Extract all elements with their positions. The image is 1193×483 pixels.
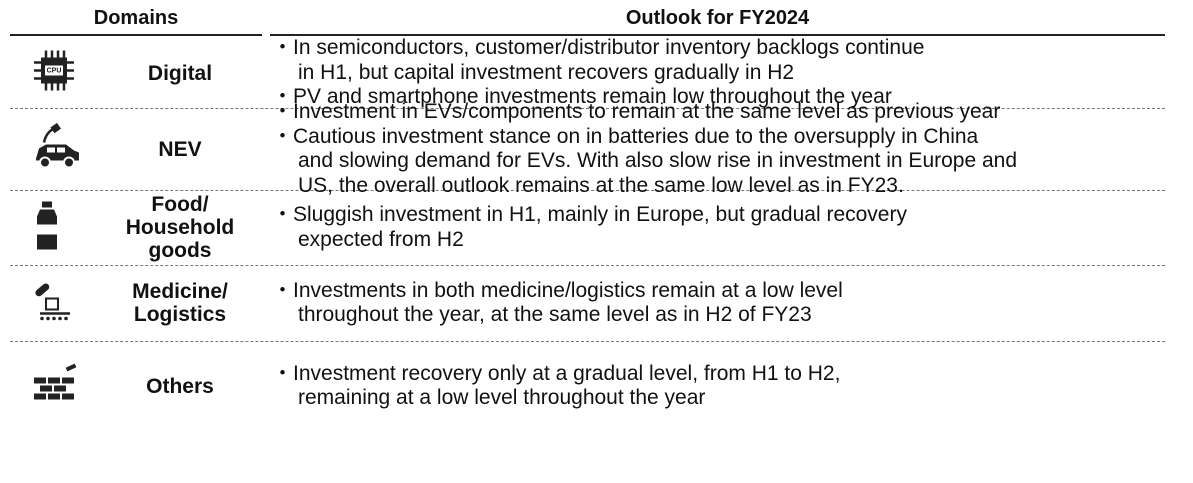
header-domains: Domains	[10, 2, 262, 36]
outlook-cell: ・Sluggish investment in H1, mainly in Eu…	[272, 190, 907, 265]
domain-label: Medicine/Logistics	[95, 265, 265, 341]
outlook-line: ・In semiconductors, customer/distributor…	[272, 36, 925, 60]
domain-line: Food/	[151, 193, 209, 216]
domain-line: Logistics	[133, 303, 227, 326]
outlook-line: expected from H2	[298, 227, 464, 251]
domain-label: Digital	[95, 38, 265, 108]
outlook-line: remaining at a low level throughout the …	[298, 386, 706, 409]
domain-line: NEV	[158, 137, 202, 161]
outlook-line: ・Investment in EVs/components to remain …	[272, 100, 1001, 123]
domain-line: Others	[146, 374, 214, 398]
domain-label: NEV	[95, 108, 265, 190]
domain-label: Others	[95, 341, 265, 431]
outlook-cell: ・Investments in both medicine/logistics …	[272, 265, 843, 341]
outlook-line: ・Investments in both medicine/logistics …	[272, 278, 843, 302]
table-row: Others ・Investment recovery only at a gra…	[10, 341, 1165, 431]
domain-icon	[32, 363, 78, 409]
domain-line: Medicine/	[132, 280, 228, 303]
table-row: Food/Household goods ・Sluggish investment …	[10, 190, 1165, 266]
domain-icon	[32, 279, 76, 328]
outlook-line: and slowing demand for EVs. With also sl…	[298, 149, 1018, 172]
outlook-cell: ・Investment recovery only at a gradual l…	[272, 341, 840, 431]
domain-line: Digital	[147, 61, 213, 85]
table-row: CPU Digital ・In semiconductors, customer/d…	[10, 36, 1165, 109]
table-row: NEV ・Investment in EVs/components to rema…	[10, 100, 1165, 197]
outlook-line: throughout the year, at the same level a…	[298, 303, 812, 326]
domain-label: Food/Household goods	[95, 190, 265, 265]
domain-icon: CPU	[32, 49, 76, 98]
domain-line: Household	[125, 216, 235, 239]
outlook-line: in H1, but capital investment recovers g…	[298, 60, 795, 84]
outlook-line: ・Cautious investment stance on in batter…	[272, 124, 979, 148]
outlook-line: ・Investment recovery only at a gradual l…	[272, 361, 841, 385]
outlook-line: ・PV and smartphone investments remain lo…	[272, 85, 892, 109]
outlook-line: ・Sluggish investment in H1, mainly in Eu…	[272, 203, 907, 226]
outlook-line: US, the overall outlook remains at the s…	[298, 173, 904, 197]
outlook-cell: ・In semiconductors, customer/distributor…	[272, 36, 925, 109]
outlook-cell: ・Investment in EVs/components to remain …	[272, 100, 1018, 197]
domain-line: goods	[148, 239, 212, 262]
table-row: Medicine/Logistics ・Investments in both m…	[10, 265, 1165, 342]
domain-icon	[32, 122, 82, 176]
domain-icon	[32, 200, 62, 255]
svg-text:CPU: CPU	[47, 68, 62, 75]
header-outlook: Outlook for FY2024	[270, 2, 1165, 36]
